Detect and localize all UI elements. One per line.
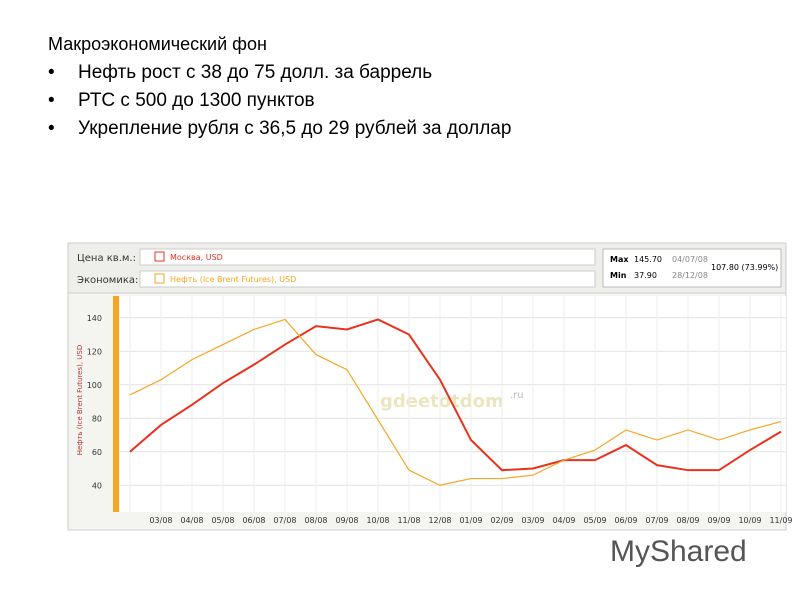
x-tick-label: 01/09 [459, 516, 482, 525]
watermark-site-suffix: .ru [510, 390, 524, 401]
x-tick-label: 05/09 [583, 516, 606, 525]
x-tick-label: 09/09 [707, 516, 730, 525]
x-tick-label: 11/09 [769, 516, 792, 525]
y-tick-label: 120 [87, 347, 102, 356]
panel-label: Экономика: [77, 275, 138, 286]
range-bar [113, 296, 119, 512]
series-row [139, 248, 596, 266]
y-tick-label: 100 [87, 381, 102, 390]
x-tick-label: 05/08 [211, 516, 234, 525]
y-tick-label: 80 [92, 414, 102, 423]
bullet: Укрепление рубля с 36,5 до 29 рублей за … [48, 118, 511, 140]
legend-label: Москва, USD [170, 253, 223, 262]
x-tick-label: 03/08 [149, 516, 172, 525]
watermark-site: gdeetotdom [380, 391, 504, 412]
x-tick-label: 09/08 [335, 516, 358, 525]
x-tick-label: 10/08 [366, 516, 389, 525]
series-row [139, 270, 596, 288]
panel-label: Цена кв.м.: [77, 253, 136, 264]
bullet: Нефть рост с 38 до 75 долл. за баррель [48, 62, 511, 84]
legend-label: Нефть (Ice Brent Futures), USD [170, 275, 296, 284]
stats-box [602, 248, 782, 288]
x-tick-label: 06/09 [614, 516, 637, 525]
max-label: Max [610, 255, 629, 264]
x-tick-label: 04/08 [180, 516, 203, 525]
slide-title: Макроэкономический фон [48, 34, 267, 54]
max-value: 145.70 [634, 255, 662, 264]
bullet: РТС с 500 до 1300 пунктов [48, 90, 511, 112]
series-line [129, 318, 782, 486]
range-text: 107.80 (73.99%) [711, 263, 778, 272]
x-tick-label: 06/08 [242, 516, 265, 525]
x-tick-label: 07/09 [645, 516, 668, 525]
x-tick-label: 07/08 [273, 516, 296, 525]
x-tick-label: 10/09 [738, 516, 761, 525]
y-tick-label: 60 [92, 448, 102, 457]
min-value: 37.90 [634, 271, 657, 280]
watermark: MyShared [610, 535, 747, 568]
x-tick-label: 04/09 [552, 516, 575, 525]
legend-swatch [154, 273, 165, 284]
x-tick-label: 11/08 [397, 516, 420, 525]
y-axis-title: Нефть (Ice Brent Futures), USD [76, 345, 84, 455]
series-line [129, 318, 782, 472]
min-label: Min [610, 271, 627, 280]
x-tick-label: 03/09 [521, 516, 544, 525]
x-tick-label: 12/08 [428, 516, 451, 525]
bullet-list: Нефть рост с 38 до 75 долл. за баррель Р… [48, 62, 511, 146]
y-tick-label: 140 [87, 314, 102, 323]
y-tick-label: 40 [92, 481, 102, 490]
legend-swatch [154, 251, 165, 262]
min-date: 28/12/08 [672, 271, 708, 280]
max-date: 04/07/08 [672, 255, 708, 264]
x-tick-label: 08/08 [304, 516, 327, 525]
x-tick-label: 08/09 [676, 516, 699, 525]
x-tick-label: 02/09 [490, 516, 513, 525]
